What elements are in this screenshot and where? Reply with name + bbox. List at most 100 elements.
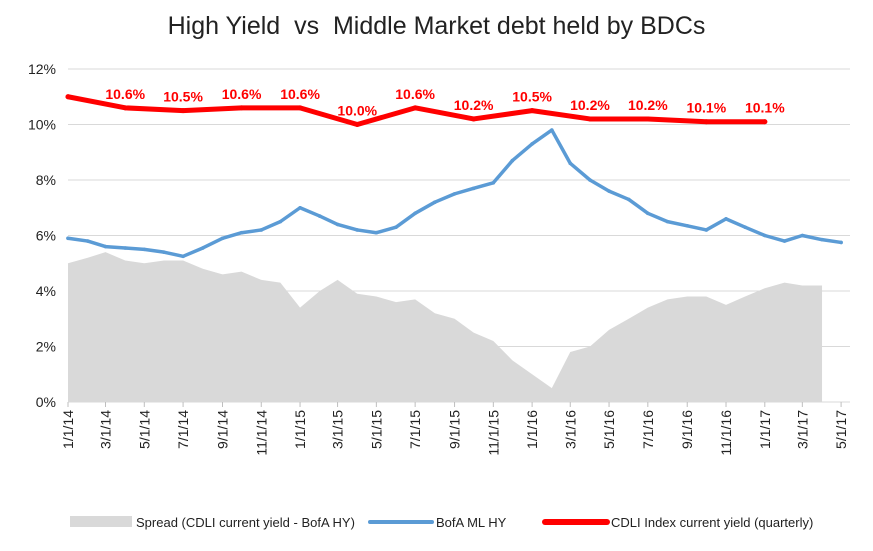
- cdli-data-label: 10.2%: [570, 97, 610, 113]
- y-axis-ticks: 0% 2% 4% 6% 8% 10% 12%: [28, 61, 56, 410]
- cdli-point: [65, 94, 71, 100]
- bofa-point: [588, 178, 592, 182]
- cdli-point: [354, 122, 360, 127]
- cdli-data-label: 10.5%: [512, 89, 552, 105]
- cdli-point: [239, 105, 245, 111]
- cdli-point: [587, 116, 593, 122]
- bofa-point: [626, 197, 631, 202]
- x-tick-label: 11/1/15: [485, 410, 501, 456]
- cdli-data-label: 10.1%: [745, 100, 785, 116]
- cdli-data-label: 10.2%: [454, 97, 494, 113]
- data-labels-layer: 10.6% 10.5% 10.6% 10.6% 10.0% 10.6% 10.2% 10.5%…: [105, 86, 785, 119]
- bofa-point: [66, 236, 70, 241]
- legend-spread-swatch: [70, 516, 132, 527]
- cdli-point: [471, 116, 477, 122]
- bofa-point: [162, 250, 166, 254]
- chart-title: High Yield vs Middle Market debt held by…: [167, 12, 706, 40]
- bofa-point: [800, 233, 805, 238]
- x-tick-label: 7/1/16: [640, 410, 656, 449]
- bofa-point: [724, 217, 728, 221]
- bofa-point: [374, 230, 379, 235]
- lines-layer: [65, 94, 843, 259]
- cdli-data-label: 10.5%: [163, 89, 203, 105]
- x-tick-label: 3/1/16: [562, 410, 578, 449]
- bofa-point: [820, 237, 824, 242]
- x-tick-label: 5/1/16: [601, 410, 617, 449]
- x-tick-label: 1/1/15: [292, 410, 308, 449]
- bofa-point: [355, 228, 360, 232]
- x-tick-label: 5/1/17: [833, 410, 849, 449]
- x-axis-ticks: 1/1/14 3/1/14 5/1/14 7/1/14 9/1/14 11/1/14 1/1…: [60, 402, 849, 456]
- spread-area: [68, 252, 823, 402]
- bofa-point: [85, 239, 90, 243]
- x-tick-label: 1/1/17: [757, 410, 773, 449]
- bofa-point: [646, 211, 650, 216]
- bofa-point: [743, 225, 747, 229]
- bofa-point: [142, 247, 147, 252]
- cdli-data-label: 10.2%: [628, 97, 668, 113]
- cdli-data-label: 10.6%: [222, 86, 262, 102]
- bofa-point: [220, 236, 225, 241]
- legend-spread-label: Spread (CDLI current yield - BofA HY): [136, 515, 355, 530]
- cdli-data-label: 10.0%: [337, 103, 377, 119]
- bofa-point: [839, 240, 843, 245]
- y-tick-label: 10%: [28, 117, 56, 133]
- spread-area-layer: [67, 252, 823, 402]
- cdli-point: [412, 105, 418, 111]
- bofa-point: [103, 244, 108, 249]
- bofa-point: [259, 228, 264, 232]
- x-tick-label: 7/1/15: [407, 410, 423, 449]
- cdli-point: [529, 108, 535, 114]
- y-tick-label: 0%: [36, 394, 56, 410]
- x-tick-label: 3/1/17: [794, 410, 810, 449]
- legend-cdli-label: CDLI Index current yield (quarterly): [611, 515, 813, 530]
- cdli-data-label: 10.6%: [105, 86, 145, 102]
- bofa-point: [763, 233, 767, 238]
- bofa-point: [298, 205, 302, 210]
- cdli-data-label: 10.6%: [280, 86, 320, 102]
- bofa-point: [530, 142, 534, 146]
- y-tick-label: 6%: [36, 228, 56, 244]
- x-tick-label: 3/1/14: [98, 410, 114, 449]
- bofa-point: [704, 228, 709, 232]
- x-tick-label: 9/1/15: [447, 410, 463, 449]
- bofa-point: [491, 180, 496, 185]
- bofa-point: [433, 200, 437, 204]
- bofa-point: [278, 219, 283, 224]
- cdli-point: [703, 119, 709, 125]
- cdli-point: [762, 119, 768, 125]
- bofa-point: [568, 161, 573, 166]
- cdli-point: [645, 116, 651, 122]
- x-tick-label: 11/1/16: [718, 410, 734, 456]
- bofa-point: [394, 225, 398, 229]
- x-tick-label: 9/1/14: [214, 410, 230, 449]
- legend-bofa-label: BofA ML HY: [436, 515, 507, 530]
- cdli-data-label: 10.1%: [686, 100, 726, 116]
- cdli-point: [180, 108, 186, 114]
- y-tick-label: 4%: [36, 283, 56, 299]
- cdli-point: [297, 105, 303, 111]
- bofa-point: [181, 254, 185, 259]
- cdli-data-label: 10.6%: [395, 86, 435, 102]
- y-tick-label: 12%: [28, 61, 56, 77]
- bofa-point: [123, 246, 128, 250]
- x-tick-label: 11/1/14: [253, 410, 269, 456]
- bofa-point: [550, 128, 554, 132]
- x-tick-label: 3/1/15: [330, 410, 346, 449]
- y-tick-label: 8%: [36, 172, 56, 188]
- bofa-point: [665, 219, 670, 224]
- bofa-point: [239, 230, 244, 235]
- x-tick-label: 7/1/14: [175, 410, 191, 449]
- bofa-point: [685, 223, 690, 228]
- x-tick-label: 1/1/14: [60, 410, 76, 449]
- x-tick-label: 5/1/15: [368, 410, 384, 449]
- x-tick-label: 9/1/16: [679, 410, 695, 449]
- bofa-point: [335, 222, 340, 227]
- bofa-point: [782, 239, 787, 243]
- bofa-point: [200, 246, 205, 250]
- legend: Spread (CDLI current yield - BofA HY) Bof…: [70, 515, 813, 530]
- bofa-point: [413, 211, 417, 216]
- bofa-point: [452, 192, 457, 196]
- cdli-point: [122, 105, 128, 111]
